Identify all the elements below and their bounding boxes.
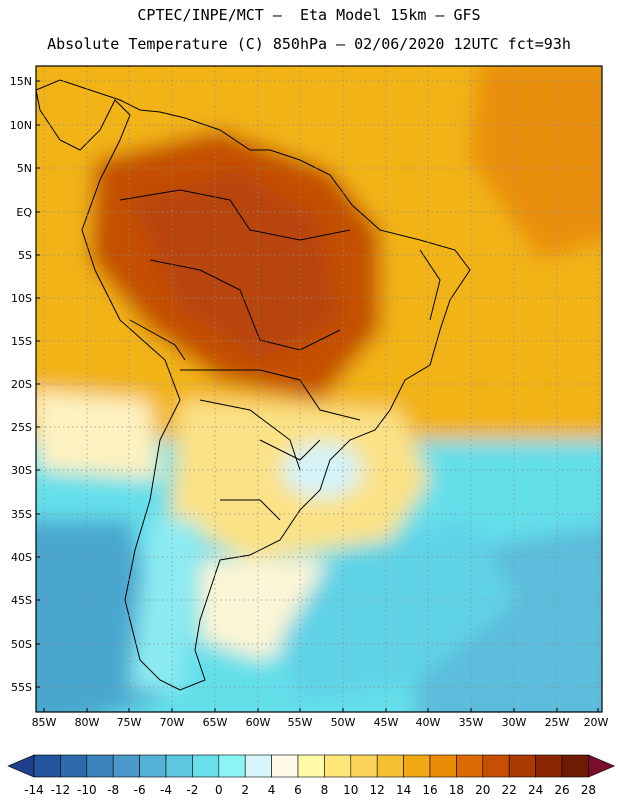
lat-label: 15S xyxy=(11,335,32,348)
lon-label: 70W xyxy=(160,716,185,729)
title-line-2: Absolute Temperature (C) 850hPa – 02/06/… xyxy=(47,35,571,53)
colorbar-tick-label: -2 xyxy=(186,783,198,797)
colorbar-swatch xyxy=(535,754,563,778)
colorbar-tick-label: 6 xyxy=(294,783,302,797)
colorbar-tick-label: 28 xyxy=(581,783,596,797)
colorbar-tick-label: 20 xyxy=(475,783,490,797)
colorbar-swatch xyxy=(244,754,272,778)
colorbar-swatch xyxy=(403,754,431,778)
colorbar-left-arrow xyxy=(7,754,35,778)
colorbar-tick-label: -4 xyxy=(160,783,172,797)
title-line-1: CPTEC/INPE/MCT – Eta Model 15km – GFS xyxy=(137,6,481,24)
colorbar-tick-label: -10 xyxy=(77,783,97,797)
colorbar-swatch xyxy=(350,754,378,778)
lon-label: 60W xyxy=(246,716,271,729)
lat-label: 25S xyxy=(11,421,32,434)
lat-label: 35S xyxy=(11,508,32,521)
lon-label: 65W xyxy=(203,716,228,729)
colorbar-swatch xyxy=(192,754,220,778)
lat-label: 10N xyxy=(10,119,32,132)
colorbar-swatch xyxy=(86,754,114,778)
lat-label: 55S xyxy=(11,681,32,694)
coastlines xyxy=(36,79,471,691)
lon-label: 30W xyxy=(502,716,527,729)
lat-label: 5N xyxy=(17,162,32,175)
lat-label: 20S xyxy=(11,378,32,391)
colorbar-swatch xyxy=(218,754,246,778)
colorbar-tick-label: 26 xyxy=(554,783,569,797)
colorbar-tick-label: 2 xyxy=(241,783,249,797)
lon-label: 85W xyxy=(32,716,57,729)
lon-label: 25W xyxy=(545,716,570,729)
colorbar-tick-label: -12 xyxy=(51,783,71,797)
colorbar-tick-label: 4 xyxy=(268,783,276,797)
lon-label: 35W xyxy=(459,716,484,729)
lon-label: 45W xyxy=(374,716,399,729)
lat-label: 30S xyxy=(11,464,32,477)
colorbar-tick-label: 24 xyxy=(528,783,543,797)
lat-label: EQ xyxy=(16,206,32,219)
colorbar-swatch xyxy=(60,754,88,778)
colorbar-right-arrow xyxy=(588,754,616,778)
colorbar-swatch xyxy=(482,754,510,778)
colorbar-swatch xyxy=(112,754,140,778)
temperature-field xyxy=(36,66,602,712)
colorbar-swatch xyxy=(561,754,589,778)
colorbar-tick-label: 18 xyxy=(449,783,464,797)
lon-label: 75W xyxy=(117,716,142,729)
colorbar-tick-label: -14 xyxy=(24,783,44,797)
lon-label: 80W xyxy=(75,716,100,729)
colorbar-tick-label: 16 xyxy=(422,783,437,797)
lon-label: 55W xyxy=(288,716,313,729)
colorbar-tick-label: 8 xyxy=(321,783,329,797)
colorbar-swatch xyxy=(429,754,457,778)
colorbar-tick-label: 12 xyxy=(370,783,385,797)
lat-label: 45S xyxy=(11,594,32,607)
map-frame xyxy=(35,65,603,713)
colorbar-swatch xyxy=(508,754,536,778)
colorbar-swatch xyxy=(376,754,404,778)
colorbar-tick-label: 22 xyxy=(502,783,517,797)
colorbar-tick-label: 14 xyxy=(396,783,411,797)
lat-label: 10S xyxy=(11,292,32,305)
colorbar-swatch xyxy=(297,754,325,778)
colorbar-swatch xyxy=(324,754,352,778)
lat-label: 50S xyxy=(11,638,32,651)
colorbar-swatch xyxy=(271,754,299,778)
lon-label: 50W xyxy=(331,716,356,729)
lon-label: 40W xyxy=(416,716,441,729)
lon-label: 20W xyxy=(584,716,609,729)
lat-label: 5S xyxy=(18,249,32,262)
colorbar-tick-label: 10 xyxy=(343,783,358,797)
colorbar-swatch xyxy=(165,754,193,778)
lat-label: 15N xyxy=(10,75,32,88)
colorbar-tick-label: -6 xyxy=(134,783,146,797)
colorbar-swatch xyxy=(456,754,484,778)
colorbar-tick-label: -8 xyxy=(107,783,119,797)
lat-label: 40S xyxy=(11,551,32,564)
colorbar-swatch xyxy=(139,754,167,778)
colorbar-tick-label: 0 xyxy=(215,783,223,797)
axis-ticks xyxy=(36,80,599,712)
colorbar-swatch xyxy=(33,754,61,778)
